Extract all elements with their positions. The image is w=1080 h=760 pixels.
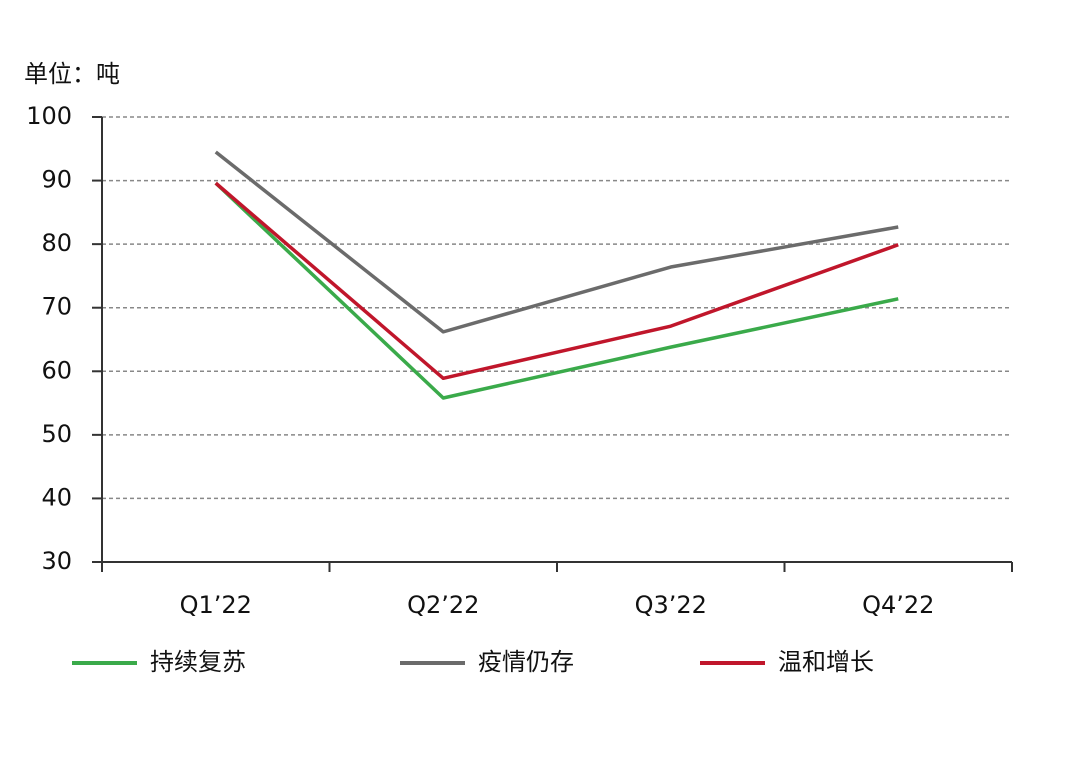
- y-tick-label: 80: [41, 229, 72, 257]
- y-tick-label: 60: [41, 356, 72, 384]
- series-line: [214, 181, 899, 400]
- y-tick-label: 70: [41, 293, 72, 321]
- series-line: [214, 150, 899, 334]
- y-tick-label: 50: [41, 420, 72, 448]
- legend-label: 疫情仍存: [478, 648, 574, 676]
- y-tick-label: 100: [26, 102, 72, 130]
- x-tick-label: Q3’22: [635, 591, 707, 619]
- legend-label: 持续复苏: [150, 648, 246, 676]
- legend-label: 温和增长: [778, 648, 874, 676]
- y-tick-label: 40: [41, 483, 72, 511]
- x-tick-label: Q2’22: [407, 591, 479, 619]
- x-tick-label: Q4’22: [862, 591, 934, 619]
- y-tick-label: 30: [41, 547, 72, 575]
- unit-label: 单位：吨: [24, 60, 120, 88]
- y-tick-label: 90: [41, 166, 72, 194]
- x-tick-label: Q1’22: [180, 591, 252, 619]
- series-line: [214, 181, 899, 381]
